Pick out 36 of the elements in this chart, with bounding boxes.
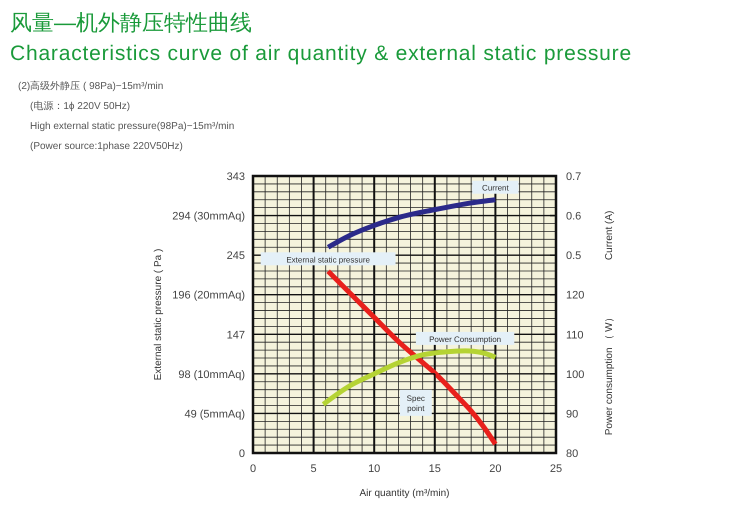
y3-axis-title: Power consumption （ W）	[604, 312, 615, 436]
y2-axis-title: Current (A)	[604, 210, 615, 260]
y3-tick-label: 120	[566, 290, 584, 302]
y-tick-label: 98 (10mmAq)	[178, 368, 245, 381]
x-tick-label: 10	[368, 463, 380, 475]
series-label: Power Consumption	[429, 334, 502, 344]
chart-subtitle: Characteristics curve of air quantity & external static pressure	[10, 42, 632, 65]
y-tick-label: 294 (30mmAq)	[172, 210, 245, 223]
x-axis-title: Air quantity (m³/min)	[359, 488, 450, 499]
y3-tick-label: 110	[566, 329, 584, 342]
y-tick-label: 147	[226, 329, 245, 342]
text: (2)高级外静压 ( 98Pa)−15m³/min	[18, 80, 164, 92]
y-tick-label: 0	[238, 448, 245, 460]
text: High external static pressure(98Pa)−15m³/min	[30, 121, 234, 132]
y-tick-label: 49 (5mmAq)	[184, 408, 245, 420]
y3-tick-label: 100	[566, 368, 584, 381]
x-tick-label: 0	[250, 463, 256, 475]
y3-tick-label: 80	[566, 448, 578, 460]
y-axis-title: External static pressure ( Pa )	[153, 248, 164, 380]
x-tick-label: 15	[428, 463, 441, 475]
text: (Power source:1phase 220V50Hz)	[30, 141, 183, 152]
y2-tick-label: 0.5	[566, 250, 582, 262]
y-tick-label: 196 (20mmAq)	[172, 290, 245, 302]
x-tick-label: 20	[489, 463, 502, 475]
chart-title: 风量—机外静压特性曲线	[10, 10, 252, 35]
y2-tick-label: 0.6	[566, 210, 582, 223]
series-label: External static pressure	[286, 255, 370, 264]
series-label: Current	[482, 184, 510, 193]
y-tick-label: 343	[226, 171, 245, 183]
x-tick-label: 5	[310, 463, 317, 475]
y-tick-label: 245	[226, 250, 245, 262]
annotation: Spec point	[406, 394, 426, 413]
text: (电源：1ϕ 220V 50Hz)	[30, 100, 130, 112]
y3-tick-label: 90	[566, 408, 578, 420]
y2-tick-label: 0.7	[566, 171, 582, 183]
x-tick-label: 25	[550, 463, 562, 475]
